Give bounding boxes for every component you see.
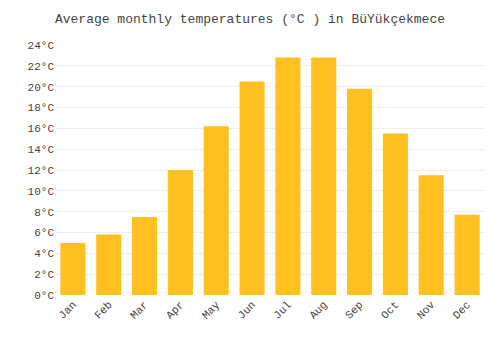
svg-text:Jul: Jul: [271, 299, 293, 321]
svg-text:4°C: 4°C: [34, 248, 54, 260]
svg-text:20°C: 20°C: [28, 82, 55, 94]
svg-text:24°C: 24°C: [28, 40, 55, 52]
svg-text:Apr: Apr: [164, 299, 186, 321]
svg-text:Jun: Jun: [236, 299, 258, 321]
svg-text:Dec: Dec: [451, 299, 473, 321]
svg-text:Sep: Sep: [343, 299, 365, 321]
svg-text:Oct: Oct: [379, 299, 401, 321]
svg-text:May: May: [200, 299, 223, 322]
svg-text:14°C: 14°C: [28, 144, 55, 156]
svg-text:Average monthly temperatures (: Average monthly temperatures (°C ) in Bü…: [55, 12, 445, 27]
svg-text:10°C: 10°C: [28, 186, 55, 198]
svg-text:2°C: 2°C: [34, 269, 54, 281]
svg-text:18°C: 18°C: [28, 102, 55, 114]
svg-text:Aug: Aug: [307, 299, 329, 321]
svg-text:16°C: 16°C: [28, 123, 55, 135]
svg-text:8°C: 8°C: [34, 207, 54, 219]
svg-text:0°C: 0°C: [34, 290, 54, 302]
svg-text:Jan: Jan: [56, 299, 78, 321]
svg-text:Nov: Nov: [415, 299, 438, 322]
svg-text:6°C: 6°C: [34, 227, 54, 239]
svg-text:Mar: Mar: [128, 299, 150, 321]
svg-text:12°C: 12°C: [28, 165, 55, 177]
svg-text:Feb: Feb: [92, 299, 114, 321]
svg-text:22°C: 22°C: [28, 61, 55, 73]
